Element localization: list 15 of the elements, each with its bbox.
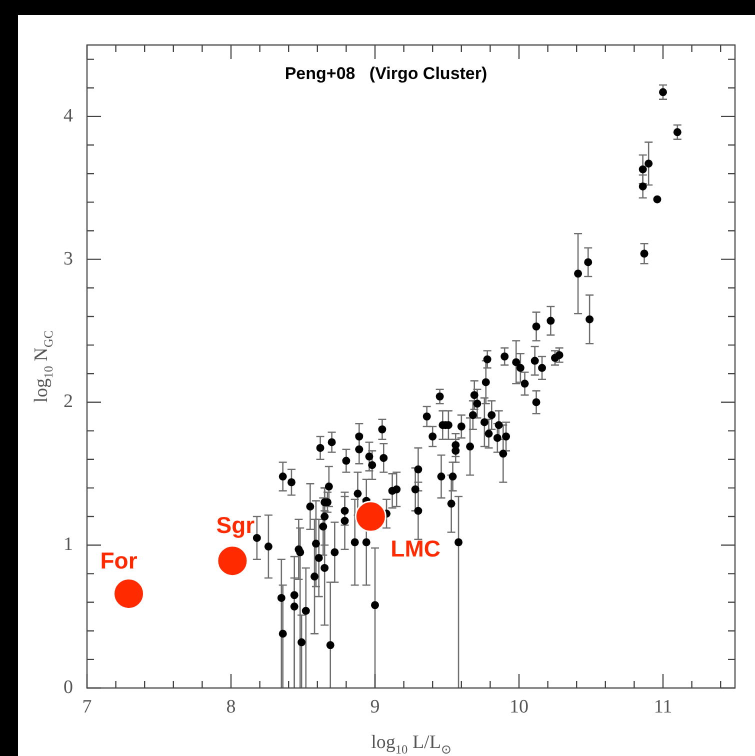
annotation: Sgr [216, 512, 255, 538]
x-tick-label: 8 [226, 696, 236, 718]
x-tick-label: 11 [654, 696, 672, 718]
y-tick-label: 2 [64, 391, 73, 412]
y-tick-label: 3 [64, 248, 73, 270]
y-tick-label: 0 [64, 676, 73, 698]
x-tick-label: 7 [82, 696, 92, 718]
y-tick-label: 4 [64, 105, 74, 126]
y-axis-title: log10 NGC [31, 330, 56, 403]
x-tick-label: 10 [510, 696, 528, 718]
annotation: LMC [390, 536, 441, 562]
y-tick-label: 1 [64, 534, 73, 556]
x-tick-label: 9 [370, 696, 380, 718]
text: Peng+08 (Virgo Cluster) [284, 64, 488, 84]
annotation: For [100, 548, 138, 574]
